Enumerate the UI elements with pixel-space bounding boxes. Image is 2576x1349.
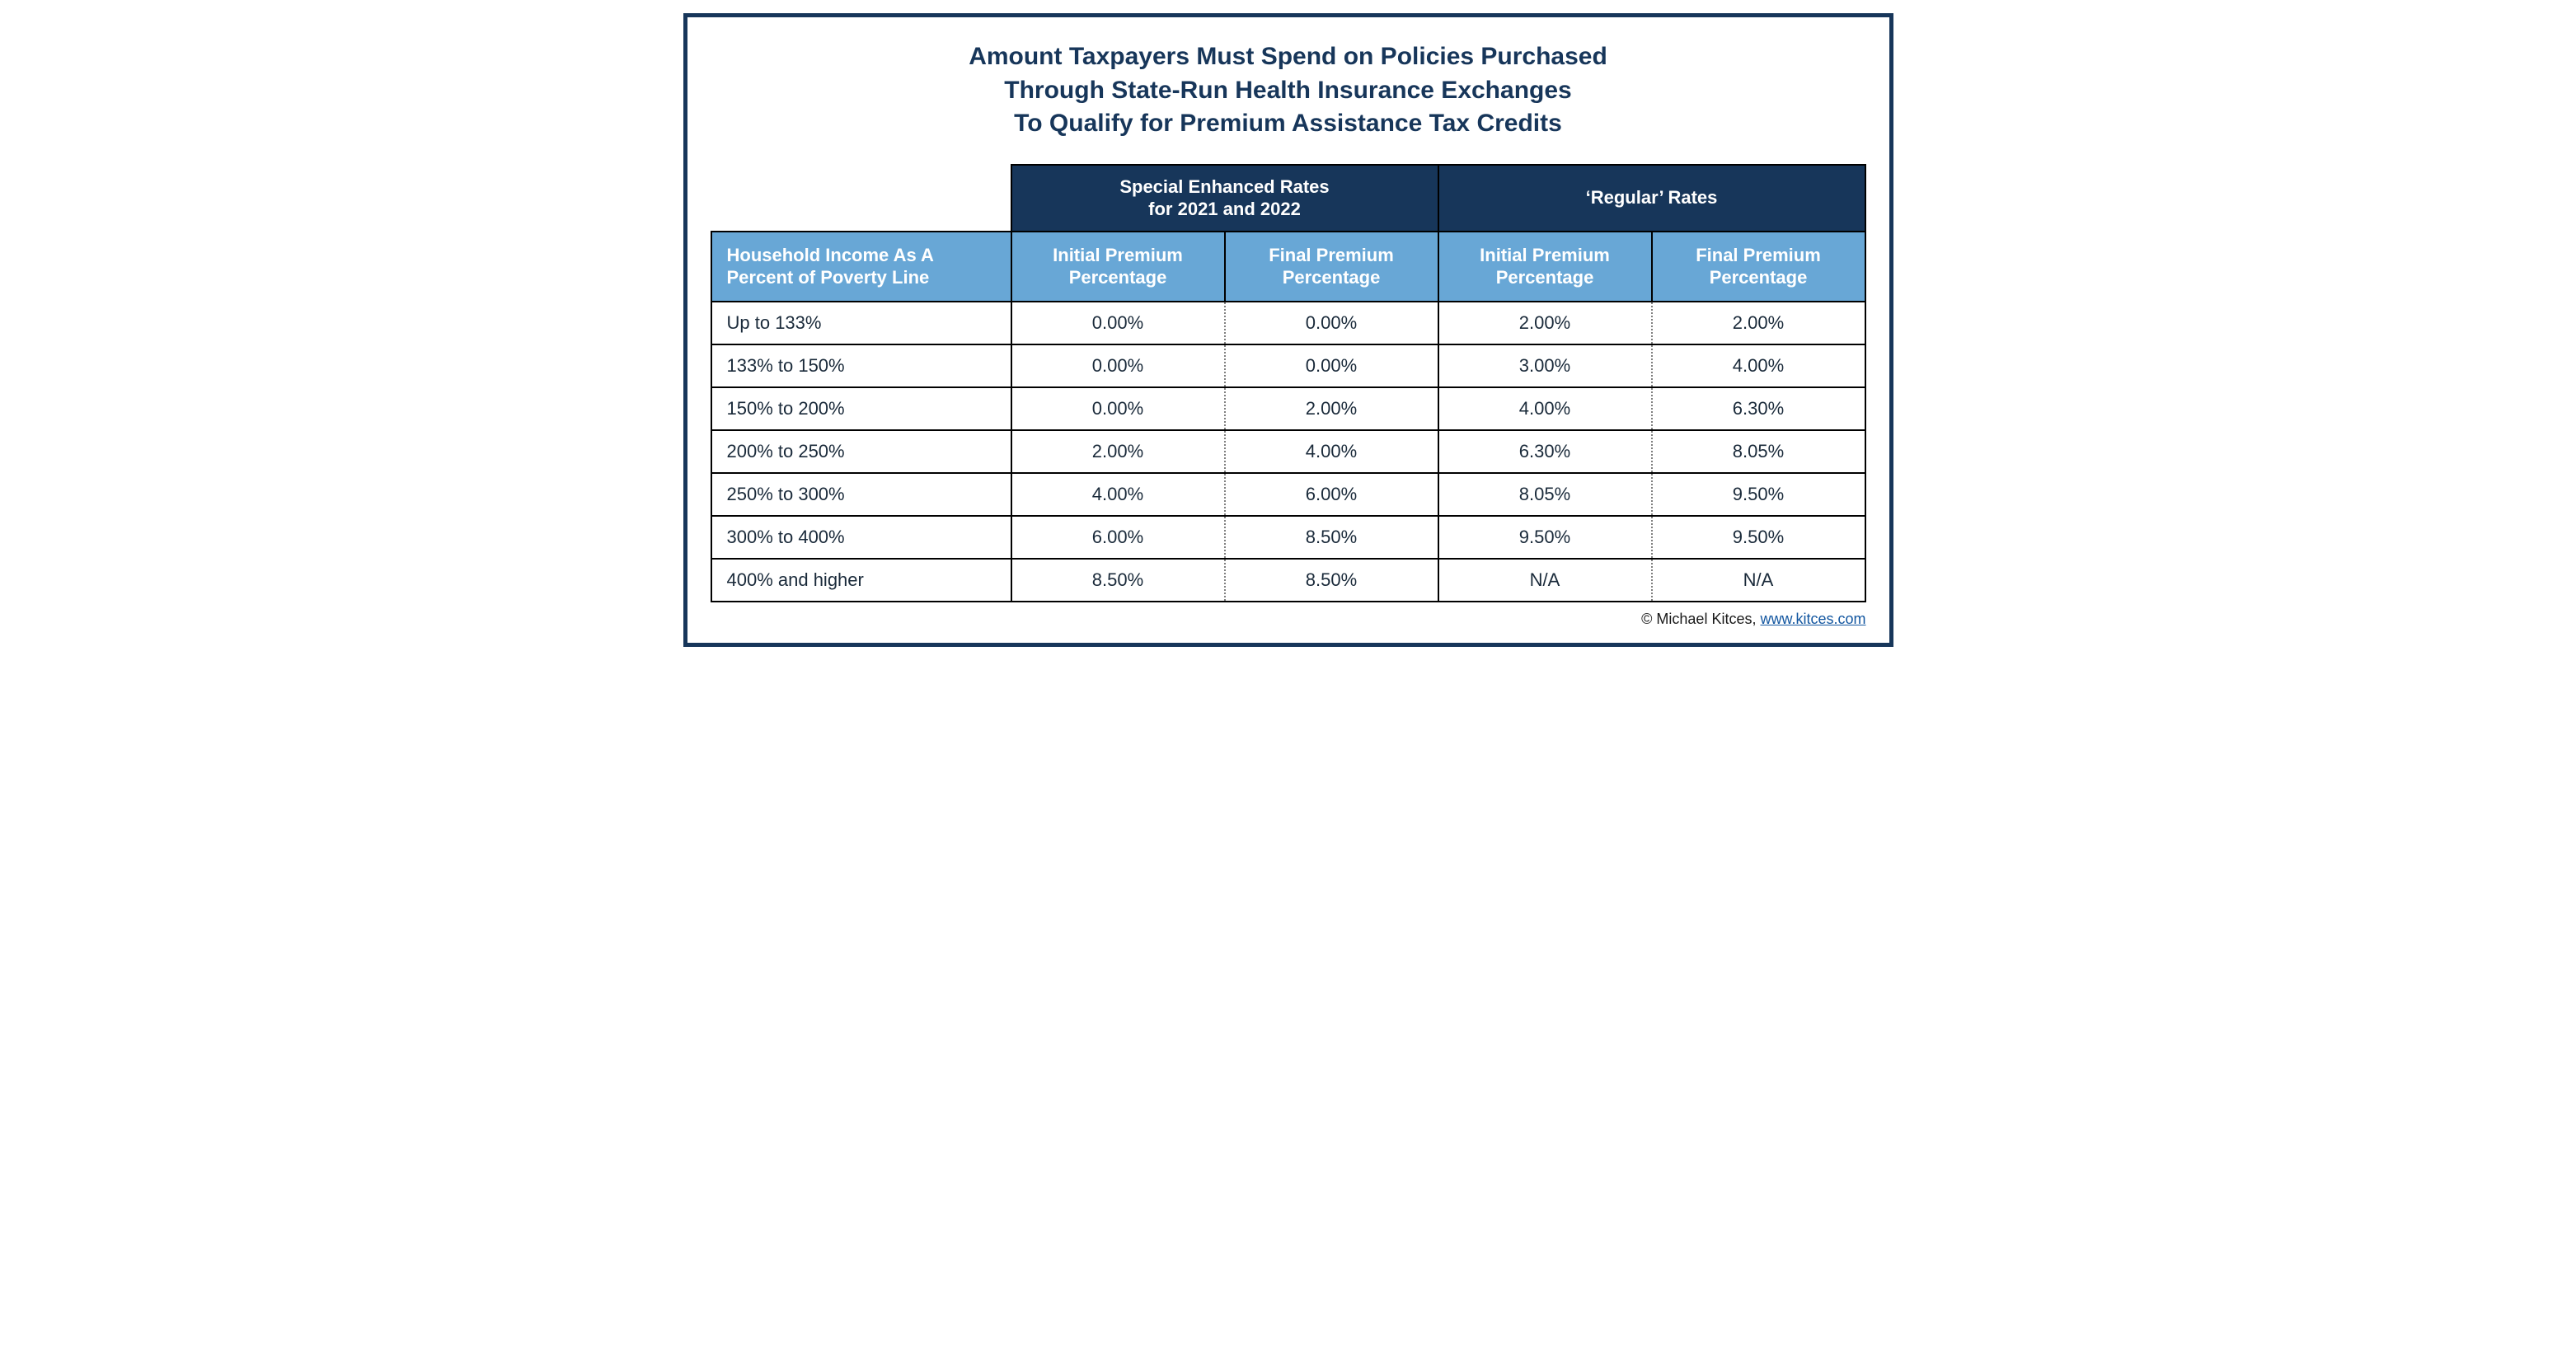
row-label: 133% to 150% bbox=[711, 344, 1011, 387]
value-cell: 0.00% bbox=[1011, 302, 1225, 344]
value-cell: 8.05% bbox=[1438, 473, 1652, 516]
value-cell: 8.05% bbox=[1652, 430, 1865, 473]
value-cell: 4.00% bbox=[1438, 387, 1652, 430]
value-cell: 9.50% bbox=[1652, 516, 1865, 559]
row-label: 150% to 200% bbox=[711, 387, 1011, 430]
table-body: Up to 133%0.00%0.00%2.00%2.00%133% to 15… bbox=[711, 302, 1865, 602]
column-header: Final PremiumPercentage bbox=[1225, 232, 1438, 302]
table-head: Special Enhanced Ratesfor 2021 and 2022‘… bbox=[711, 165, 1865, 302]
value-cell: 0.00% bbox=[1225, 302, 1438, 344]
value-cell: 2.00% bbox=[1652, 302, 1865, 344]
table-row: 150% to 200%0.00%2.00%4.00%6.30% bbox=[711, 387, 1865, 430]
value-cell: 8.50% bbox=[1225, 559, 1438, 602]
value-cell: 9.50% bbox=[1438, 516, 1652, 559]
table-row: Up to 133%0.00%0.00%2.00%2.00% bbox=[711, 302, 1865, 344]
row-label: 300% to 400% bbox=[711, 516, 1011, 559]
page-root: Amount Taxpayers Must Spend on Policies … bbox=[670, 0, 1907, 660]
value-cell: 4.00% bbox=[1011, 473, 1225, 516]
table-row: 133% to 150%0.00%0.00%3.00%4.00% bbox=[711, 344, 1865, 387]
column-header: Initial PremiumPercentage bbox=[1438, 232, 1652, 302]
value-cell: 4.00% bbox=[1652, 344, 1865, 387]
header-row-columns: Household Income As A Percent of Poverty… bbox=[711, 232, 1865, 302]
value-cell: 0.00% bbox=[1011, 387, 1225, 430]
table-row: 400% and higher8.50%8.50%N/AN/A bbox=[711, 559, 1865, 602]
row-label: 250% to 300% bbox=[711, 473, 1011, 516]
column-header: Initial PremiumPercentage bbox=[1011, 232, 1225, 302]
value-cell: 2.00% bbox=[1225, 387, 1438, 430]
column-header: Final PremiumPercentage bbox=[1652, 232, 1865, 302]
value-cell: 4.00% bbox=[1225, 430, 1438, 473]
credit-link[interactable]: www.kitces.com bbox=[1760, 611, 1865, 627]
row-label: 400% and higher bbox=[711, 559, 1011, 602]
column-group-header: Special Enhanced Ratesfor 2021 and 2022 bbox=[1011, 165, 1438, 232]
credit-line: © Michael Kitces, www.kitces.com bbox=[711, 611, 1866, 628]
table-row: 300% to 400%6.00%8.50%9.50%9.50% bbox=[711, 516, 1865, 559]
row-label: Up to 133% bbox=[711, 302, 1011, 344]
table-row: 200% to 250%2.00%4.00%6.30%8.05% bbox=[711, 430, 1865, 473]
value-cell: N/A bbox=[1438, 559, 1652, 602]
value-cell: 8.50% bbox=[1011, 559, 1225, 602]
content-frame: Amount Taxpayers Must Spend on Policies … bbox=[683, 13, 1893, 647]
table-row: 250% to 300%4.00%6.00%8.05%9.50% bbox=[711, 473, 1865, 516]
value-cell: 0.00% bbox=[1225, 344, 1438, 387]
header-row-groups: Special Enhanced Ratesfor 2021 and 2022‘… bbox=[711, 165, 1865, 232]
rates-table: Special Enhanced Ratesfor 2021 and 2022‘… bbox=[711, 164, 1866, 602]
value-cell: 6.30% bbox=[1652, 387, 1865, 430]
value-cell: 0.00% bbox=[1011, 344, 1225, 387]
value-cell: 2.00% bbox=[1011, 430, 1225, 473]
value-cell: 9.50% bbox=[1652, 473, 1865, 516]
value-cell: N/A bbox=[1652, 559, 1865, 602]
value-cell: 3.00% bbox=[1438, 344, 1652, 387]
value-cell: 2.00% bbox=[1438, 302, 1652, 344]
value-cell: 8.50% bbox=[1225, 516, 1438, 559]
header-blank-cell bbox=[711, 165, 1011, 232]
value-cell: 6.30% bbox=[1438, 430, 1652, 473]
value-cell: 6.00% bbox=[1225, 473, 1438, 516]
row-header-label: Household Income As A Percent of Poverty… bbox=[711, 232, 1011, 302]
column-group-header: ‘Regular’ Rates bbox=[1438, 165, 1865, 232]
page-title: Amount Taxpayers Must Spend on Policies … bbox=[711, 40, 1866, 141]
value-cell: 6.00% bbox=[1011, 516, 1225, 559]
credit-prefix: © Michael Kitces, bbox=[1641, 611, 1760, 627]
row-label: 200% to 250% bbox=[711, 430, 1011, 473]
